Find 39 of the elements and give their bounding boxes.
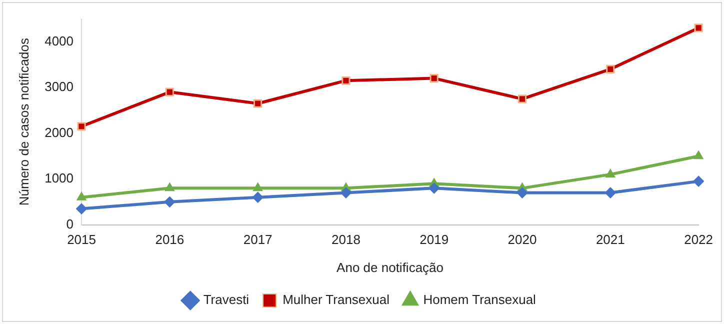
y-tick-label: 4000 (44, 33, 74, 48)
point (76, 203, 88, 214)
point (77, 122, 86, 131)
point (165, 88, 174, 96)
point (164, 182, 174, 192)
point (76, 192, 86, 200)
x-tick-label: 2015 (67, 232, 96, 248)
point (604, 187, 616, 198)
point (342, 76, 350, 85)
x-axis-title: Ano de notificação (336, 260, 444, 275)
x-tick-label: 2016 (155, 232, 184, 248)
legend-label: Mulher Transexual (282, 292, 390, 308)
point (694, 24, 703, 32)
point (428, 182, 440, 194)
x-tick-label: 2020 (508, 232, 537, 248)
point (694, 150, 704, 160)
point (252, 192, 264, 203)
point (606, 168, 616, 178)
point (606, 64, 615, 74)
point (164, 196, 176, 208)
y-tick-label: 3000 (44, 79, 74, 94)
x-tick-label: 2018 (331, 232, 360, 248)
legend-label: Homem Transexual (423, 292, 536, 308)
point (693, 176, 704, 187)
x-tick-label: 2021 (596, 232, 625, 248)
y-tick-label: 0 (66, 216, 74, 232)
point (516, 187, 528, 198)
y-tick-label: 1000 (44, 170, 74, 186)
point (254, 99, 262, 108)
point (518, 94, 527, 104)
point (430, 74, 438, 83)
x-tick-label: 2022 (684, 232, 713, 248)
point (340, 187, 352, 198)
x-tick-label: 2019 (420, 232, 449, 248)
x-tick-label: 2017 (243, 232, 272, 248)
legend-label: Travesti (203, 292, 250, 308)
point (252, 182, 263, 192)
y-tick-label: 2000 (44, 124, 74, 140)
y-axis-title: Número de casos notificados (16, 37, 32, 206)
